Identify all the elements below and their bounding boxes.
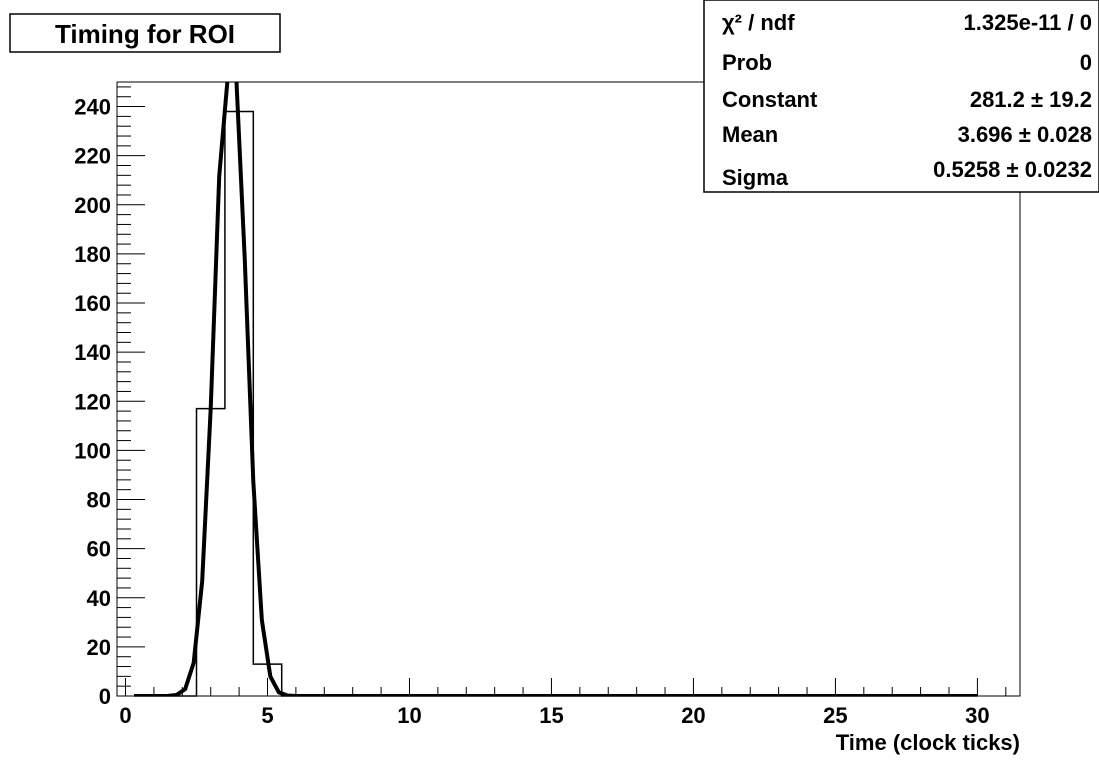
stats-label: χ² / ndf — [722, 10, 795, 35]
x-tick-label: 25 — [823, 703, 847, 728]
title-box: Timing for ROI — [9, 13, 281, 53]
y-tick-label: 60 — [87, 537, 111, 562]
x-axis-title: Time (clock ticks) — [836, 730, 1020, 755]
x-tick-label: 15 — [539, 703, 563, 728]
stats-rows: χ² / ndf 1.325e-11 / 0 Prob 0 Constant 281.2 … — [722, 10, 1092, 190]
x-tick-label: 20 — [681, 703, 705, 728]
stats-frame — [703, 0, 1099, 193]
stats-label: Constant — [722, 87, 818, 112]
y-tick-label: 140 — [74, 340, 111, 365]
x-tick-label: 5 — [261, 703, 273, 728]
chart-title: Timing for ROI — [55, 19, 235, 49]
y-tick-label: 180 — [74, 242, 111, 267]
fit-curve — [134, 82, 978, 696]
stats-value: 0 — [1080, 50, 1092, 75]
stats-box: χ² / ndf 1.325e-11 / 0 Prob 0 Constant 281.2 … — [703, 0, 1099, 193]
stats-label: Prob — [722, 50, 772, 75]
y-tick-label: 120 — [74, 389, 111, 414]
y-tick-label: 80 — [87, 488, 111, 513]
stats-value: 281.2 ± 19.2 — [970, 87, 1092, 112]
x-tick-label: 30 — [965, 703, 989, 728]
y-tick-label: 0 — [99, 684, 111, 709]
stats-value: 3.696 ± 0.028 — [958, 122, 1092, 147]
y-tick-label: 200 — [74, 193, 111, 218]
y-tick-label: 100 — [74, 438, 111, 463]
stats-value: 0.5258 ± 0.0232 — [933, 157, 1092, 182]
x-tick-label: 0 — [119, 703, 131, 728]
y-tick-label: 240 — [74, 95, 111, 120]
y-tick-label: 220 — [74, 144, 111, 169]
stats-label: Mean — [722, 122, 778, 147]
stats-value: 1.325e-11 / 0 — [964, 10, 1092, 35]
axes: 0 20 40 60 80 100 120 140 160 180 200 220 240 0 5 10 15 2… — [74, 86, 1007, 728]
title-frame — [9, 13, 281, 53]
y-tick-label: 40 — [87, 586, 111, 611]
stats-label: Sigma — [722, 165, 789, 190]
x-tick-label: 10 — [397, 703, 421, 728]
y-tick-label: 160 — [74, 291, 111, 316]
y-tick-label: 20 — [87, 635, 111, 660]
gaussian-fit — [134, 82, 978, 696]
